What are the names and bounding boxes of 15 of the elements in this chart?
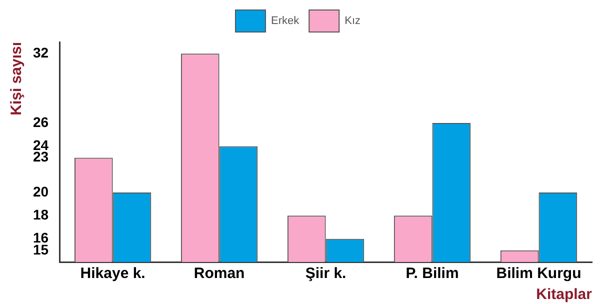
legend-label: Kız	[344, 15, 361, 28]
x-tick-label: Şiir k.	[305, 265, 346, 282]
x-tick-label: Bilim Kurgu	[496, 265, 582, 282]
y-axis-title: Kişi sayısı	[8, 42, 26, 116]
y-tick-label: 18	[32, 206, 49, 223]
y-tick-label: 32	[32, 44, 49, 60]
x-tick-label: Roman	[194, 265, 245, 282]
y-tick-label: 16	[32, 230, 49, 246]
y-tick-label: 20	[32, 183, 49, 200]
x-tick-label: P. Bilim	[406, 265, 459, 282]
y-tick-label: 26	[32, 114, 49, 130]
y-tick-label: 23	[32, 148, 49, 165]
x-axis-title: Kitaplar	[536, 286, 592, 304]
legend-label: Erkek	[270, 15, 300, 28]
x-tick-label: Hikaye k.	[80, 265, 146, 282]
